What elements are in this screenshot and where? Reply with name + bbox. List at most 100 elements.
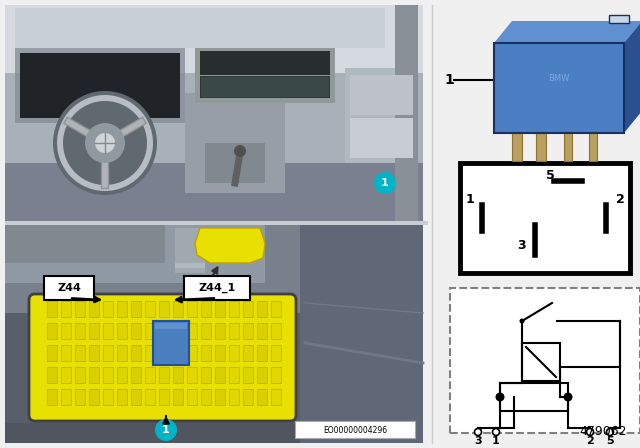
Bar — [75, 345, 85, 361]
Bar — [103, 367, 113, 383]
Bar — [536, 131, 546, 161]
Bar — [117, 345, 127, 361]
Bar — [159, 301, 169, 317]
Bar — [257, 301, 267, 317]
Bar — [522, 343, 560, 381]
Bar — [173, 345, 183, 361]
Text: 1: 1 — [381, 178, 389, 188]
Bar — [494, 43, 624, 133]
Text: Z44: Z44 — [57, 283, 81, 293]
Circle shape — [374, 172, 396, 194]
Bar — [15, 48, 185, 123]
Bar — [131, 389, 141, 405]
Polygon shape — [494, 21, 640, 43]
Bar — [201, 389, 211, 405]
Bar — [609, 15, 629, 23]
Bar — [5, 221, 428, 225]
Bar — [75, 323, 85, 339]
Bar — [187, 345, 197, 361]
Bar — [187, 367, 197, 383]
Text: 1: 1 — [492, 436, 500, 446]
Bar — [61, 323, 71, 339]
Circle shape — [563, 392, 573, 401]
Bar — [47, 367, 57, 383]
FancyBboxPatch shape — [29, 294, 296, 421]
Bar — [201, 323, 211, 339]
Bar — [20, 53, 180, 118]
Bar — [89, 323, 99, 339]
Bar — [61, 345, 71, 361]
Bar — [131, 301, 141, 317]
Bar — [159, 345, 169, 361]
Bar — [145, 367, 155, 383]
Bar — [61, 301, 71, 317]
Circle shape — [495, 392, 504, 401]
Bar — [345, 68, 418, 163]
Bar — [5, 225, 165, 263]
Circle shape — [85, 123, 125, 163]
Circle shape — [607, 428, 614, 435]
Bar — [432, 5, 635, 443]
Bar — [229, 301, 239, 317]
Bar — [494, 43, 624, 133]
Bar — [5, 5, 423, 73]
Bar — [89, 367, 99, 383]
Circle shape — [53, 91, 157, 195]
Bar — [153, 321, 189, 365]
Bar — [159, 389, 169, 405]
Bar — [159, 367, 169, 383]
Bar — [215, 389, 225, 405]
Bar — [271, 389, 281, 405]
Text: 2: 2 — [586, 436, 594, 446]
Bar — [97, 143, 113, 193]
Bar — [350, 118, 413, 158]
Polygon shape — [624, 21, 640, 133]
Bar — [185, 93, 285, 193]
Circle shape — [155, 419, 177, 441]
Bar — [257, 323, 267, 339]
Bar — [215, 367, 225, 383]
Bar — [131, 367, 141, 383]
Bar — [75, 367, 85, 383]
Bar — [89, 301, 99, 317]
Text: 1: 1 — [466, 193, 474, 206]
Bar — [145, 323, 155, 339]
Bar — [173, 301, 183, 317]
Bar — [103, 345, 113, 361]
Bar — [187, 323, 197, 339]
Bar — [103, 323, 113, 339]
Bar — [173, 389, 183, 405]
Bar — [564, 131, 572, 161]
Bar — [229, 323, 239, 339]
Bar — [47, 301, 57, 317]
Bar — [5, 163, 423, 223]
Bar — [103, 389, 113, 405]
Bar — [89, 389, 99, 405]
Bar — [195, 48, 335, 103]
Bar — [512, 131, 522, 161]
Bar — [243, 367, 253, 383]
Bar — [243, 301, 253, 317]
Bar — [117, 301, 127, 317]
Bar — [5, 5, 423, 223]
Circle shape — [63, 101, 147, 185]
Bar — [173, 367, 183, 383]
Text: 5: 5 — [546, 168, 554, 181]
Bar — [257, 367, 267, 383]
Bar — [15, 8, 385, 48]
Bar — [500, 383, 568, 411]
Bar — [103, 301, 113, 317]
Bar — [117, 367, 127, 383]
Bar — [5, 423, 300, 443]
Bar — [75, 389, 85, 405]
Bar — [145, 345, 155, 361]
Bar — [75, 301, 85, 317]
Bar — [5, 225, 423, 443]
Bar — [271, 345, 281, 361]
Text: 3: 3 — [474, 436, 482, 446]
Bar — [460, 163, 630, 273]
Bar — [243, 345, 253, 361]
Bar — [215, 323, 225, 339]
Polygon shape — [195, 228, 265, 263]
Text: 1: 1 — [162, 425, 170, 435]
